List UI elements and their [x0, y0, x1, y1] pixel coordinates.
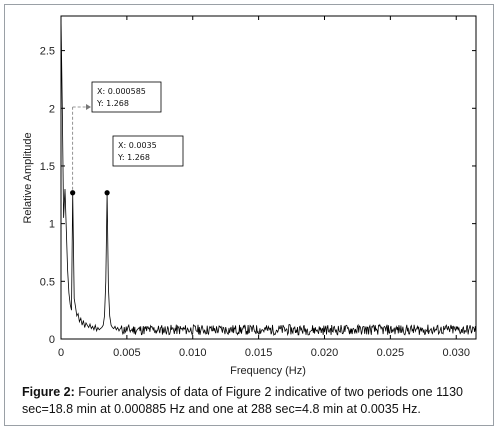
datatip: X: 0.0035 Y: 1.268 — [112, 135, 184, 167]
datatip: X: 0.000585 Y: 1.268 — [91, 81, 162, 113]
x-tick-label: 0.015 — [245, 347, 273, 359]
datatip-box — [91, 81, 162, 113]
leader-arrowhead — [86, 104, 91, 110]
y-tick-label: 0 — [49, 334, 55, 346]
x-axis-label: Frequency (Hz) — [230, 365, 306, 377]
datatip-x: X: 0.0035 — [118, 141, 157, 150]
datatip-y: Y: 1.268 — [117, 153, 150, 162]
x-tick-label: 0.030 — [442, 347, 470, 359]
plot-area — [60, 15, 477, 340]
y-axis-label: Relative Amplitude — [22, 132, 34, 223]
x-tick-label: 0.010 — [179, 347, 207, 359]
spectrum-line — [60, 15, 477, 337]
x-tick-label: 0.025 — [377, 347, 405, 359]
peak-marker — [70, 190, 76, 196]
datatip-leader — [72, 104, 91, 190]
figure-caption: Figure 2: Fourier analysis of data of Fi… — [22, 384, 482, 418]
y-tick-label: 2 — [49, 103, 55, 115]
y-tick-label: 1.5 — [40, 161, 55, 173]
caption-text: Fourier analysis of data of Figure 2 ind… — [22, 385, 463, 416]
x-tick-label: 0 — [58, 347, 64, 359]
datatip-x: X: 0.000585 — [97, 87, 146, 96]
x-tick-label: 0.020 — [311, 347, 339, 359]
peak-marker — [104, 190, 110, 196]
y-tick-label: 2.5 — [40, 46, 55, 58]
caption-label: Figure 2: — [22, 385, 75, 399]
y-tick-label: 0.5 — [40, 276, 55, 288]
datatip-y: Y: 1.268 — [96, 99, 129, 108]
datatip-box — [112, 135, 184, 167]
fourier-chart: 0 0.005 0.010 0.015 0.020 0.025 0.030 0 0.5 1 1.5 2… — [22, 15, 477, 377]
x-tick-label: 0.005 — [113, 347, 141, 359]
y-tick-label: 1 — [49, 219, 55, 231]
